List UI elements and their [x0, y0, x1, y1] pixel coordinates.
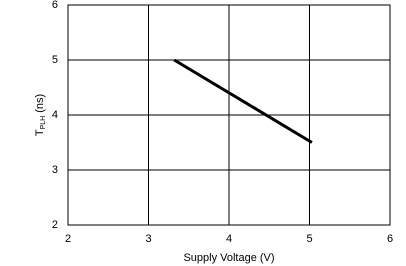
y-tick-label: 2 — [52, 219, 58, 231]
x-tick-label: 6 — [387, 233, 393, 245]
plot-frame — [67, 4, 391, 226]
y-tick-label: 6 — [52, 0, 58, 11]
x-tick-label: 4 — [226, 233, 232, 245]
x-tick-label: 2 — [65, 233, 71, 245]
x-tick-label: 5 — [306, 233, 312, 245]
y-axis-label: TPLH (ns) — [34, 94, 47, 136]
data-line — [173, 58, 313, 144]
y-label-main: T — [34, 129, 46, 136]
y-label-sub: PLH — [40, 116, 47, 130]
y-label-unit: (ns) — [34, 94, 46, 113]
y-tick-label: 5 — [52, 54, 58, 66]
x-tick-label: 3 — [145, 233, 151, 245]
y-tick-label: 3 — [52, 164, 58, 176]
y-tick-label: 4 — [52, 109, 58, 121]
x-axis-label: Supply Voltage (V) — [183, 252, 274, 264]
